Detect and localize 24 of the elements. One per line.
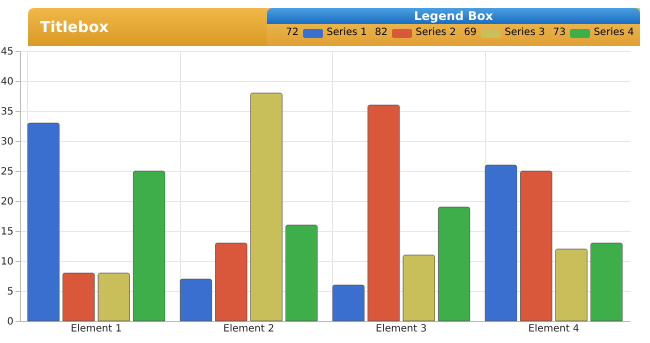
- x-tick-label: Element 2: [223, 324, 274, 334]
- x-tick-label: Element 1: [70, 324, 122, 334]
- text: 72: [286, 27, 299, 39]
- legend-label: Series 1: [326, 27, 367, 39]
- legend-label: Series 4: [594, 27, 634, 39]
- x-tick-label: Element 3: [376, 324, 427, 334]
- y-tick-label: 45: [0, 46, 14, 58]
- x-tick-label: Element 4: [528, 324, 580, 334]
- y-tick-label: 20: [0, 196, 14, 208]
- y-tick-label: 40: [0, 76, 14, 88]
- y-tick-label: 5: [7, 286, 14, 298]
- legend-title: Legend Box: [267, 8, 640, 24]
- y-tick-label: 15: [0, 226, 14, 238]
- text: 73: [552, 27, 566, 39]
- text: 69: [464, 27, 477, 39]
- legend-label: Series 2: [416, 27, 456, 39]
- legend-label: Series 3: [504, 27, 545, 39]
- y-tick-label: 35: [0, 106, 14, 118]
- chart-title: Titlebox: [28, 8, 267, 46]
- y-tick-label: 0: [7, 316, 14, 328]
- y-tick-label: 10: [0, 256, 14, 268]
- y-tick-label: 25: [0, 166, 14, 178]
- text: 82: [374, 27, 388, 39]
- y-tick-label: 30: [0, 136, 14, 148]
